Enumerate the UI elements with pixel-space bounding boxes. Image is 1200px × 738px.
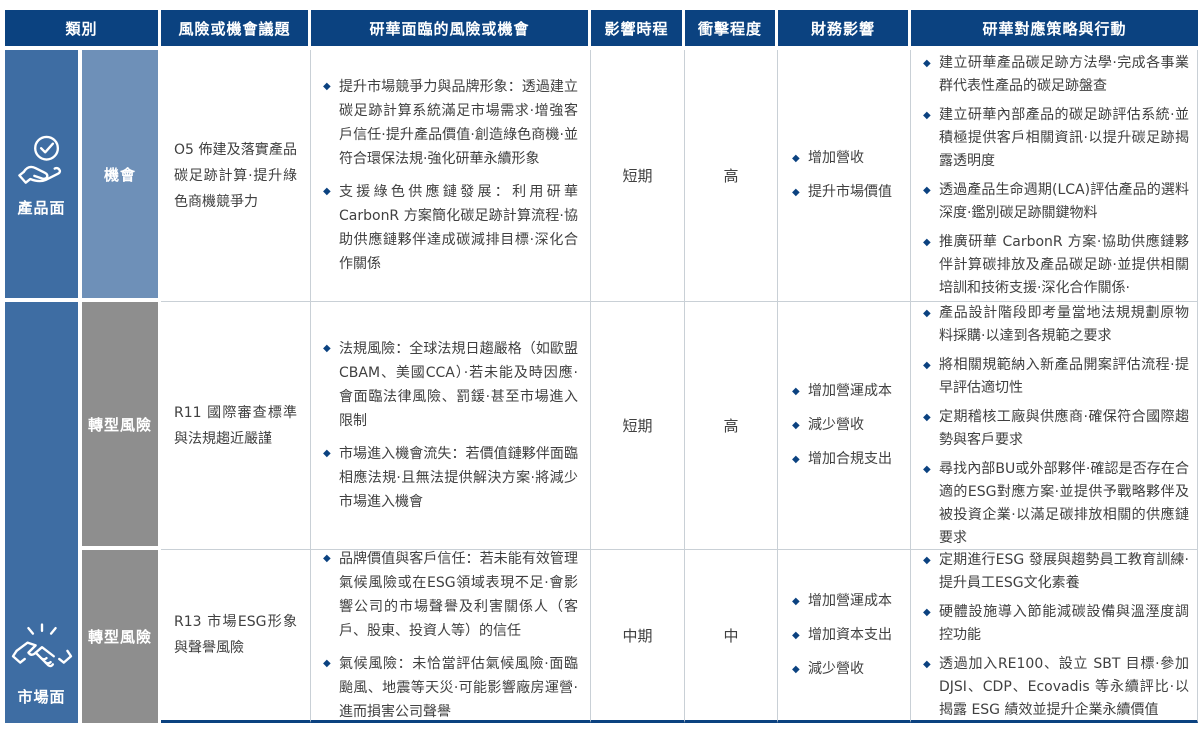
risks-cell: 品牌價值與客戶信任：若未能有效管理氣候風險或在ESG領域表現不足·會影響公司的市… xyxy=(311,550,591,723)
bullet-item: 將相關規範納入新產品開案評估流程·提早評估適切性 xyxy=(923,354,1189,400)
timeline-cell: 短期 xyxy=(591,302,685,550)
header-topic: 風險或機會議題 xyxy=(161,10,311,50)
category-label: 產品面 xyxy=(17,198,66,217)
header-strategies: 研華對應策略與行動 xyxy=(911,10,1198,50)
subcategory-transition-risk: 轉型風險 xyxy=(82,302,161,550)
bullet-item: 氣候風險：未恰當評估氣候風險·面臨颱風、地震等天災·可能影響廠房運營·進而損害公… xyxy=(323,652,578,721)
financial-cell: 增加營收提升市場價值 xyxy=(778,50,911,302)
bullet-item: 減少營收 xyxy=(792,415,904,436)
risk-opportunity-table: 類別 風險或機會議題 研華面臨的風險或機會 影響時程 衝擊程度 財務影響 研華對… xyxy=(5,10,1198,723)
bullet-item: 建立研華產品碳足跡方法學·完成各事業群代表性產品的碳足跡盤查 xyxy=(923,52,1189,98)
strategies-cell: 定期進行ESG 發展與趨勢員工教育訓練·提升員工ESG文化素養硬體設施導入節能減… xyxy=(911,550,1198,723)
subcategory-transition-risk: 轉型風險 xyxy=(82,550,161,723)
bullet-item: 支援綠色供應鏈發展：利用研華 CarbonR 方案簡化碳足跡計算流程·協助供應鏈… xyxy=(323,180,578,276)
subcategory-opportunity: 機會 xyxy=(82,50,161,302)
bullet-item: 增加營運成本 xyxy=(792,591,904,612)
risks-cell: 提升市場競爭力與品牌形象：透過建立碳足跡計算系統滿足市場需求·增強客戶信任·提升… xyxy=(311,50,591,302)
header-risks: 研華面臨的風險或機會 xyxy=(311,10,591,50)
bullet-item: 建立研華內部產品的碳足跡評估系統·並積極提供客戶相關資訊·以提升碳足跡揭露透明度 xyxy=(923,104,1189,173)
category-cell-market: 市場面 xyxy=(5,302,82,723)
bullet-item: 增加營收 xyxy=(792,148,904,169)
impact-cell: 高 xyxy=(685,302,778,550)
bullet-item: 尋找內部BU或外部夥伴·確認是否存在合適的ESG對應方案·並提供予戰略夥伴及被投… xyxy=(923,458,1189,550)
strategies-cell: 產品設計階段即考量當地法規規劃原物料採購·以達到各規範之要求將相關規範納入新產品… xyxy=(911,302,1198,550)
topic-cell: O5 佈建及落實產品碳足跡計算·提升綠色商機競爭力 xyxy=(161,50,311,302)
header-timeline: 影響時程 xyxy=(591,10,685,50)
bullet-item: 透過加入RE100、設立 SBT 目標·參加 DJSI、CDP、Ecovadis… xyxy=(923,653,1189,721)
topic-cell: R11 國際審查標準與法規趨近嚴謹 xyxy=(161,302,311,550)
bullet-item: 推廣研華 CarbonR 方案·協助供應鏈夥伴計算碳排放及產品碳足跡·並提供相關… xyxy=(923,231,1189,300)
bullet-item: 增加營運成本 xyxy=(792,381,904,402)
bullet-item: 市場進入機會流失：若價值鏈夥伴面臨相應法規·且無法提供解決方案·將減少市場進入機… xyxy=(323,442,578,514)
impact-cell: 中 xyxy=(685,550,778,723)
bullet-item: 提升市場競爭力與品牌形象：透過建立碳足跡計算系統滿足市場需求·增強客戶信任·提升… xyxy=(323,75,578,171)
bullet-item: 產品設計階段即考量當地法規規劃原物料採購·以達到各規範之要求 xyxy=(923,302,1189,348)
bullet-item: 減少營收 xyxy=(792,659,904,680)
bullet-item: 增加合規支出 xyxy=(792,449,904,470)
bullet-item: 定期進行ESG 發展與趨勢員工教育訓練·提升員工ESG文化素養 xyxy=(923,550,1189,595)
hand-check-icon xyxy=(13,131,71,189)
timeline-cell: 短期 xyxy=(591,50,685,302)
bullet-item: 品牌價值與客戶信任：若未能有效管理氣候風險或在ESG領域表現不足·會影響公司的市… xyxy=(323,550,578,643)
bullet-item: 提升市場價值 xyxy=(792,182,904,203)
bullet-item: 增加資本支出 xyxy=(792,625,904,646)
impact-cell: 高 xyxy=(685,50,778,302)
topic-cell: R13 市場ESG形象與聲譽風險 xyxy=(161,550,311,723)
bullet-item: 法規風險：全球法規日趨嚴格（如歐盟CBAM、美國CCA）·若未能及時因應·會面臨… xyxy=(323,337,578,433)
category-cell-product: 產品面 xyxy=(5,50,82,302)
bullet-item: 透過產品生命週期(LCA)評估產品的選料深度·鑑別碳足跡關鍵物料 xyxy=(923,179,1189,225)
header-financial: 財務影響 xyxy=(778,10,911,50)
financial-cell: 增加營運成本減少營收增加合規支出 xyxy=(778,302,911,550)
timeline-cell: 中期 xyxy=(591,550,685,723)
category-label: 市場面 xyxy=(17,688,66,706)
bullet-item: 定期稽核工廠與供應商·確保符合國際趨勢與客戶要求 xyxy=(923,406,1189,452)
header-category: 類別 xyxy=(5,10,161,50)
risks-cell: 法規風險：全球法規日趨嚴格（如歐盟CBAM、美國CCA）·若未能及時因應·會面臨… xyxy=(311,302,591,550)
strategies-cell: 建立研華產品碳足跡方法學·完成各事業群代表性產品的碳足跡盤查建立研華內部產品的碳… xyxy=(911,50,1198,302)
financial-cell: 增加營運成本增加資本支出減少營收 xyxy=(778,550,911,723)
header-impact: 衝擊程度 xyxy=(685,10,778,50)
handshake-icon xyxy=(11,620,73,678)
bullet-item: 硬體設施導入節能減碳設備與溫溼度調控功能 xyxy=(923,601,1189,647)
